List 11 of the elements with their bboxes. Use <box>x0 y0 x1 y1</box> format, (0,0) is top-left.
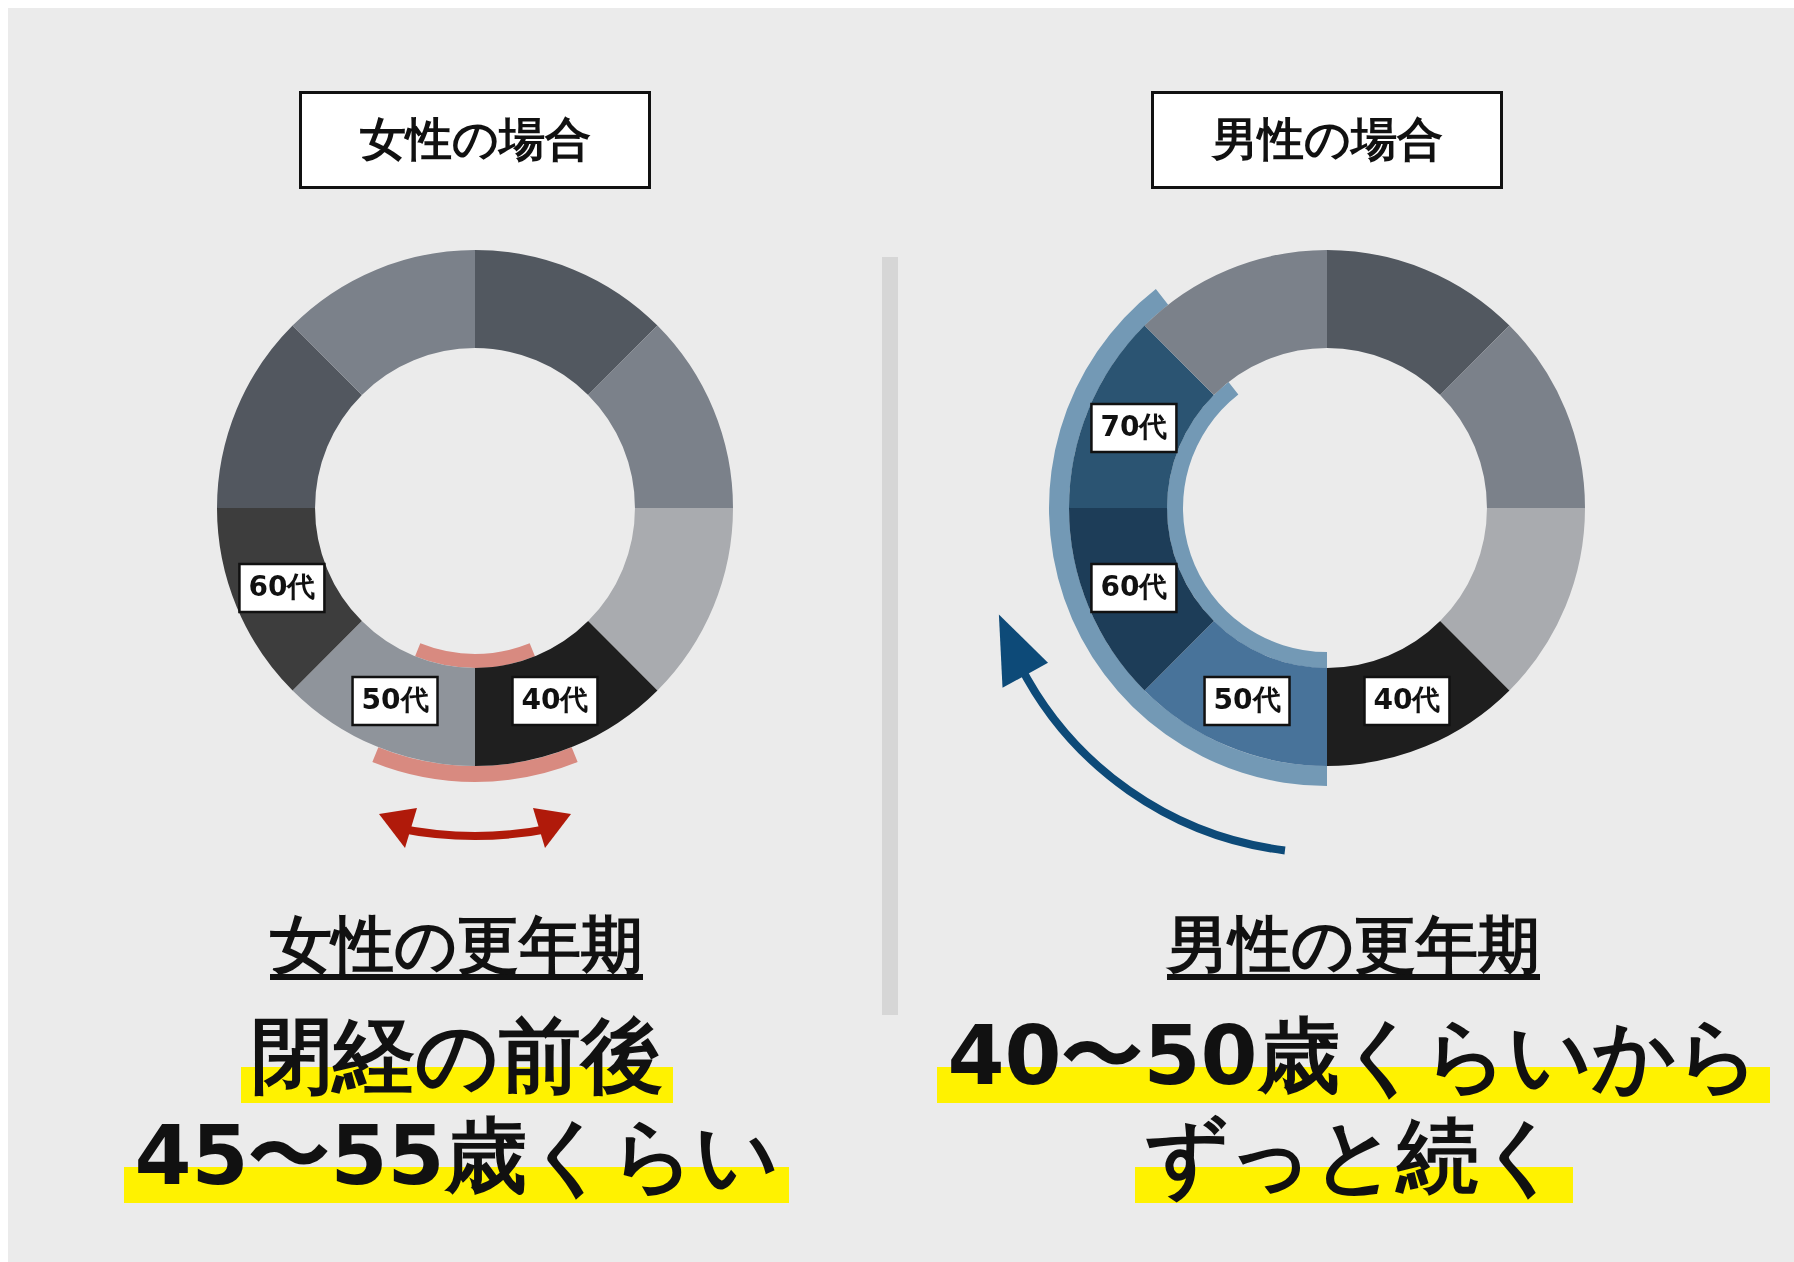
chart-title: 男性の場合 <box>1151 91 1503 189</box>
text: 男性の更年期 <box>1165 907 1541 983</box>
text: 女性の更年期 <box>269 907 644 983</box>
slice-label: 60代 <box>248 570 316 604</box>
chart-title: 女性の場合 <box>299 91 651 189</box>
slice-label: 60代 <box>1100 570 1168 604</box>
slice-label: 50代 <box>361 683 429 717</box>
slice-label: 50代 <box>1213 683 1281 717</box>
slice-label: 70代 <box>1100 410 1168 444</box>
slice-label: 40代 <box>521 683 589 717</box>
slice-label: 40代 <box>1373 683 1441 717</box>
